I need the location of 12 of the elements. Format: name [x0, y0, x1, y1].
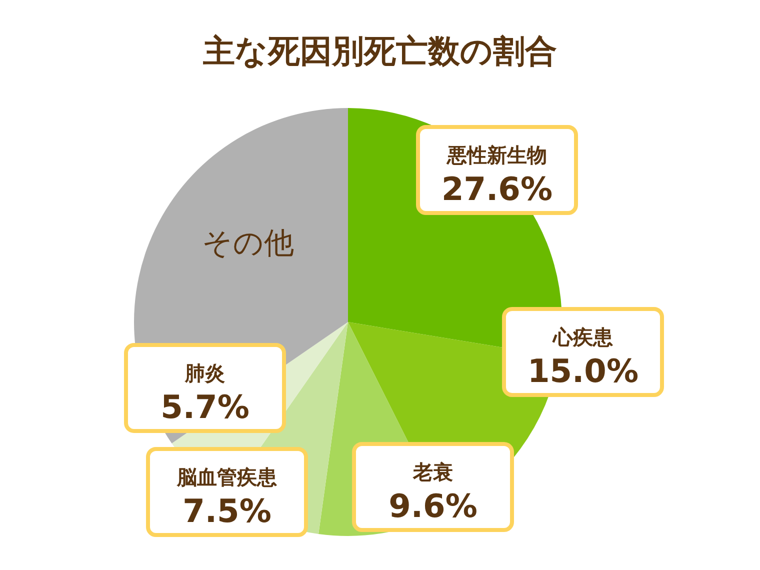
chart-title: 主な死因別死亡数の割合 — [202, 32, 557, 70]
data-label: 27.6% — [441, 170, 553, 208]
data-label: 15.0% — [527, 352, 639, 390]
slice-label: 老衰 — [412, 460, 453, 484]
slice-label: その他 — [202, 226, 294, 261]
slice-label: 脳血管疾患 — [176, 465, 278, 489]
data-label: 7.5% — [182, 492, 272, 530]
slice-label: 悪性新生物 — [446, 143, 547, 167]
slice-label: 心疾患 — [552, 325, 614, 349]
slice-label: 肺炎 — [184, 361, 225, 385]
data-label: 5.7% — [160, 388, 250, 426]
data-label: 9.6% — [388, 487, 478, 525]
